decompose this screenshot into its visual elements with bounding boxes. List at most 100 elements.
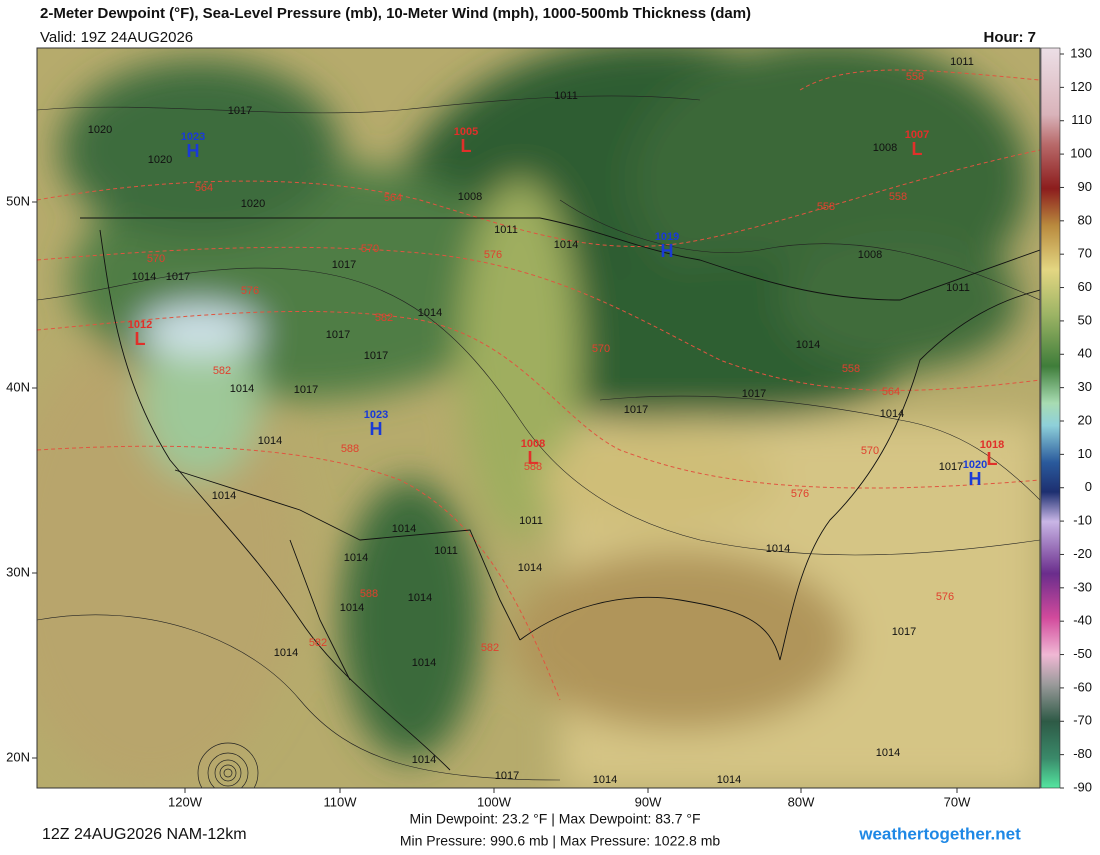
isobar-label: 1014: [880, 408, 904, 420]
dewpoint-range: Min Dewpoint: 23.2 °F | Max Dewpoint: 83…: [409, 811, 700, 827]
colorbar-label: 20: [1078, 412, 1092, 427]
lat-label: 30N: [6, 564, 30, 579]
colorbar-label: -70: [1073, 713, 1092, 728]
isobar-label: 1017: [326, 329, 350, 341]
pressure-value: 1019: [655, 231, 679, 243]
thickness-label: 588: [341, 443, 359, 455]
isobar-label: 1011: [434, 545, 458, 557]
lon-label: 110W: [324, 794, 358, 809]
pressure-center: L: [135, 329, 146, 349]
colorbar-label: 80: [1078, 212, 1092, 227]
borders: [80, 217, 1040, 771]
valid-time: Valid: 19Z 24AUG2026: [40, 29, 193, 46]
isobar-label: 1014: [408, 592, 432, 604]
isobar-label: 1014: [418, 307, 442, 319]
thickness-label: 564: [384, 192, 402, 204]
isobar-label: 1014: [212, 490, 236, 502]
isobar-label: 1011: [554, 90, 578, 102]
colorbar-label: 90: [1078, 179, 1092, 194]
thickness-label: 588: [524, 461, 542, 473]
isobar-label: 1017: [166, 271, 190, 283]
thickness-label: 582: [309, 637, 327, 649]
thickness-label: 564: [882, 386, 900, 398]
pressure-value: 1023: [364, 409, 388, 421]
pressure-value: 1020: [963, 459, 987, 471]
lon-label: 70W: [944, 794, 971, 809]
isobar-label: 1014: [593, 774, 617, 786]
thickness-label: 570: [361, 243, 379, 255]
lon-label: 120W: [168, 794, 203, 809]
isobar-label: 1014: [412, 657, 436, 669]
isobar-label: 1014: [344, 552, 368, 564]
isobar-label: 1020: [88, 124, 112, 136]
thickness-contours: [37, 69, 1040, 701]
lat-label: 20N: [6, 749, 30, 764]
pressure-center: H: [187, 141, 200, 161]
pressure-center: H: [969, 469, 982, 489]
lon-label: 100W: [477, 794, 512, 809]
colorbar-label: 30: [1078, 379, 1092, 394]
isobar-label: 1008: [458, 191, 482, 203]
thickness-label: 570: [592, 343, 610, 355]
pressure-center: L: [461, 136, 472, 156]
isobar-label: 1014: [412, 754, 436, 766]
isobar-label: 1017: [495, 770, 519, 782]
dewpoint-shading: [37, 48, 1040, 788]
isobar-label: 1020: [148, 154, 172, 166]
colorbar-label: 110: [1071, 112, 1092, 127]
colorbar-label: 10: [1078, 446, 1092, 461]
pressure-value: 1023: [181, 131, 205, 143]
pressure-range: Min Pressure: 990.6 mb | Max Pressure: 1…: [400, 833, 721, 849]
isobar-label: 1014: [796, 339, 820, 351]
isobar-label: 1011: [519, 515, 543, 527]
thickness-label: 576: [936, 591, 954, 603]
isobar-label: 1020: [241, 198, 265, 210]
isobar-label: 1017: [294, 384, 318, 396]
colorbar-label: -60: [1073, 679, 1092, 694]
map-field: [37, 48, 1040, 788]
colorbar-label: 60: [1078, 279, 1092, 294]
site-credit[interactable]: weathertogether.net: [858, 824, 1021, 843]
isobar-label: 1017: [228, 105, 252, 117]
colorbar-label: -10: [1073, 513, 1092, 528]
thickness-label: 582: [375, 312, 393, 324]
isobar-label: 1017: [624, 404, 648, 416]
colorbar-label: 40: [1078, 346, 1092, 361]
isobar-label: 1014: [132, 271, 156, 283]
pressure-center: L: [987, 449, 998, 469]
colorbar-label: -30: [1073, 579, 1092, 594]
thickness-label: 582: [213, 365, 231, 377]
pressure-value: 1018: [980, 439, 1004, 451]
isobar-label: 1008: [873, 142, 897, 154]
thickness-label: 558: [889, 191, 907, 203]
isobar-label: 1017: [742, 388, 766, 400]
isobar-label: 1017: [364, 350, 388, 362]
lat-label: 50N: [6, 193, 30, 208]
pressure-value: 1012: [128, 319, 152, 331]
colorbar-label: 130: [1070, 45, 1092, 60]
isobar-label: 1014: [340, 602, 364, 614]
thickness-label: 582: [481, 642, 499, 654]
thickness-label: 576: [241, 285, 259, 297]
isobar-label: 1008: [858, 249, 882, 261]
isobars: [37, 95, 1040, 781]
isobar-label: 1014: [876, 747, 900, 759]
thickness-label: 588: [360, 588, 378, 600]
pressure-center: L: [528, 448, 539, 468]
colorbar-label: 100: [1070, 146, 1092, 161]
pressure-value: 1008: [521, 438, 545, 450]
colorbar-label: -50: [1073, 646, 1092, 661]
colorbar-label: 120: [1070, 79, 1092, 94]
isobar-label: 1017: [939, 461, 963, 473]
thickness-label: 558: [817, 201, 835, 213]
lon-label: 90W: [635, 794, 662, 809]
isobar-label: 1014: [518, 562, 542, 574]
isobar-label: 1011: [494, 224, 518, 236]
pressure-center: L: [912, 139, 923, 159]
colorbar-label: 0: [1085, 479, 1092, 494]
thickness-label: 576: [484, 249, 502, 261]
isobar-label: 1014: [717, 774, 741, 786]
isobar-label: 1017: [892, 626, 916, 638]
tropical-low: [197, 742, 259, 788]
colorbar-label: 70: [1078, 246, 1092, 261]
